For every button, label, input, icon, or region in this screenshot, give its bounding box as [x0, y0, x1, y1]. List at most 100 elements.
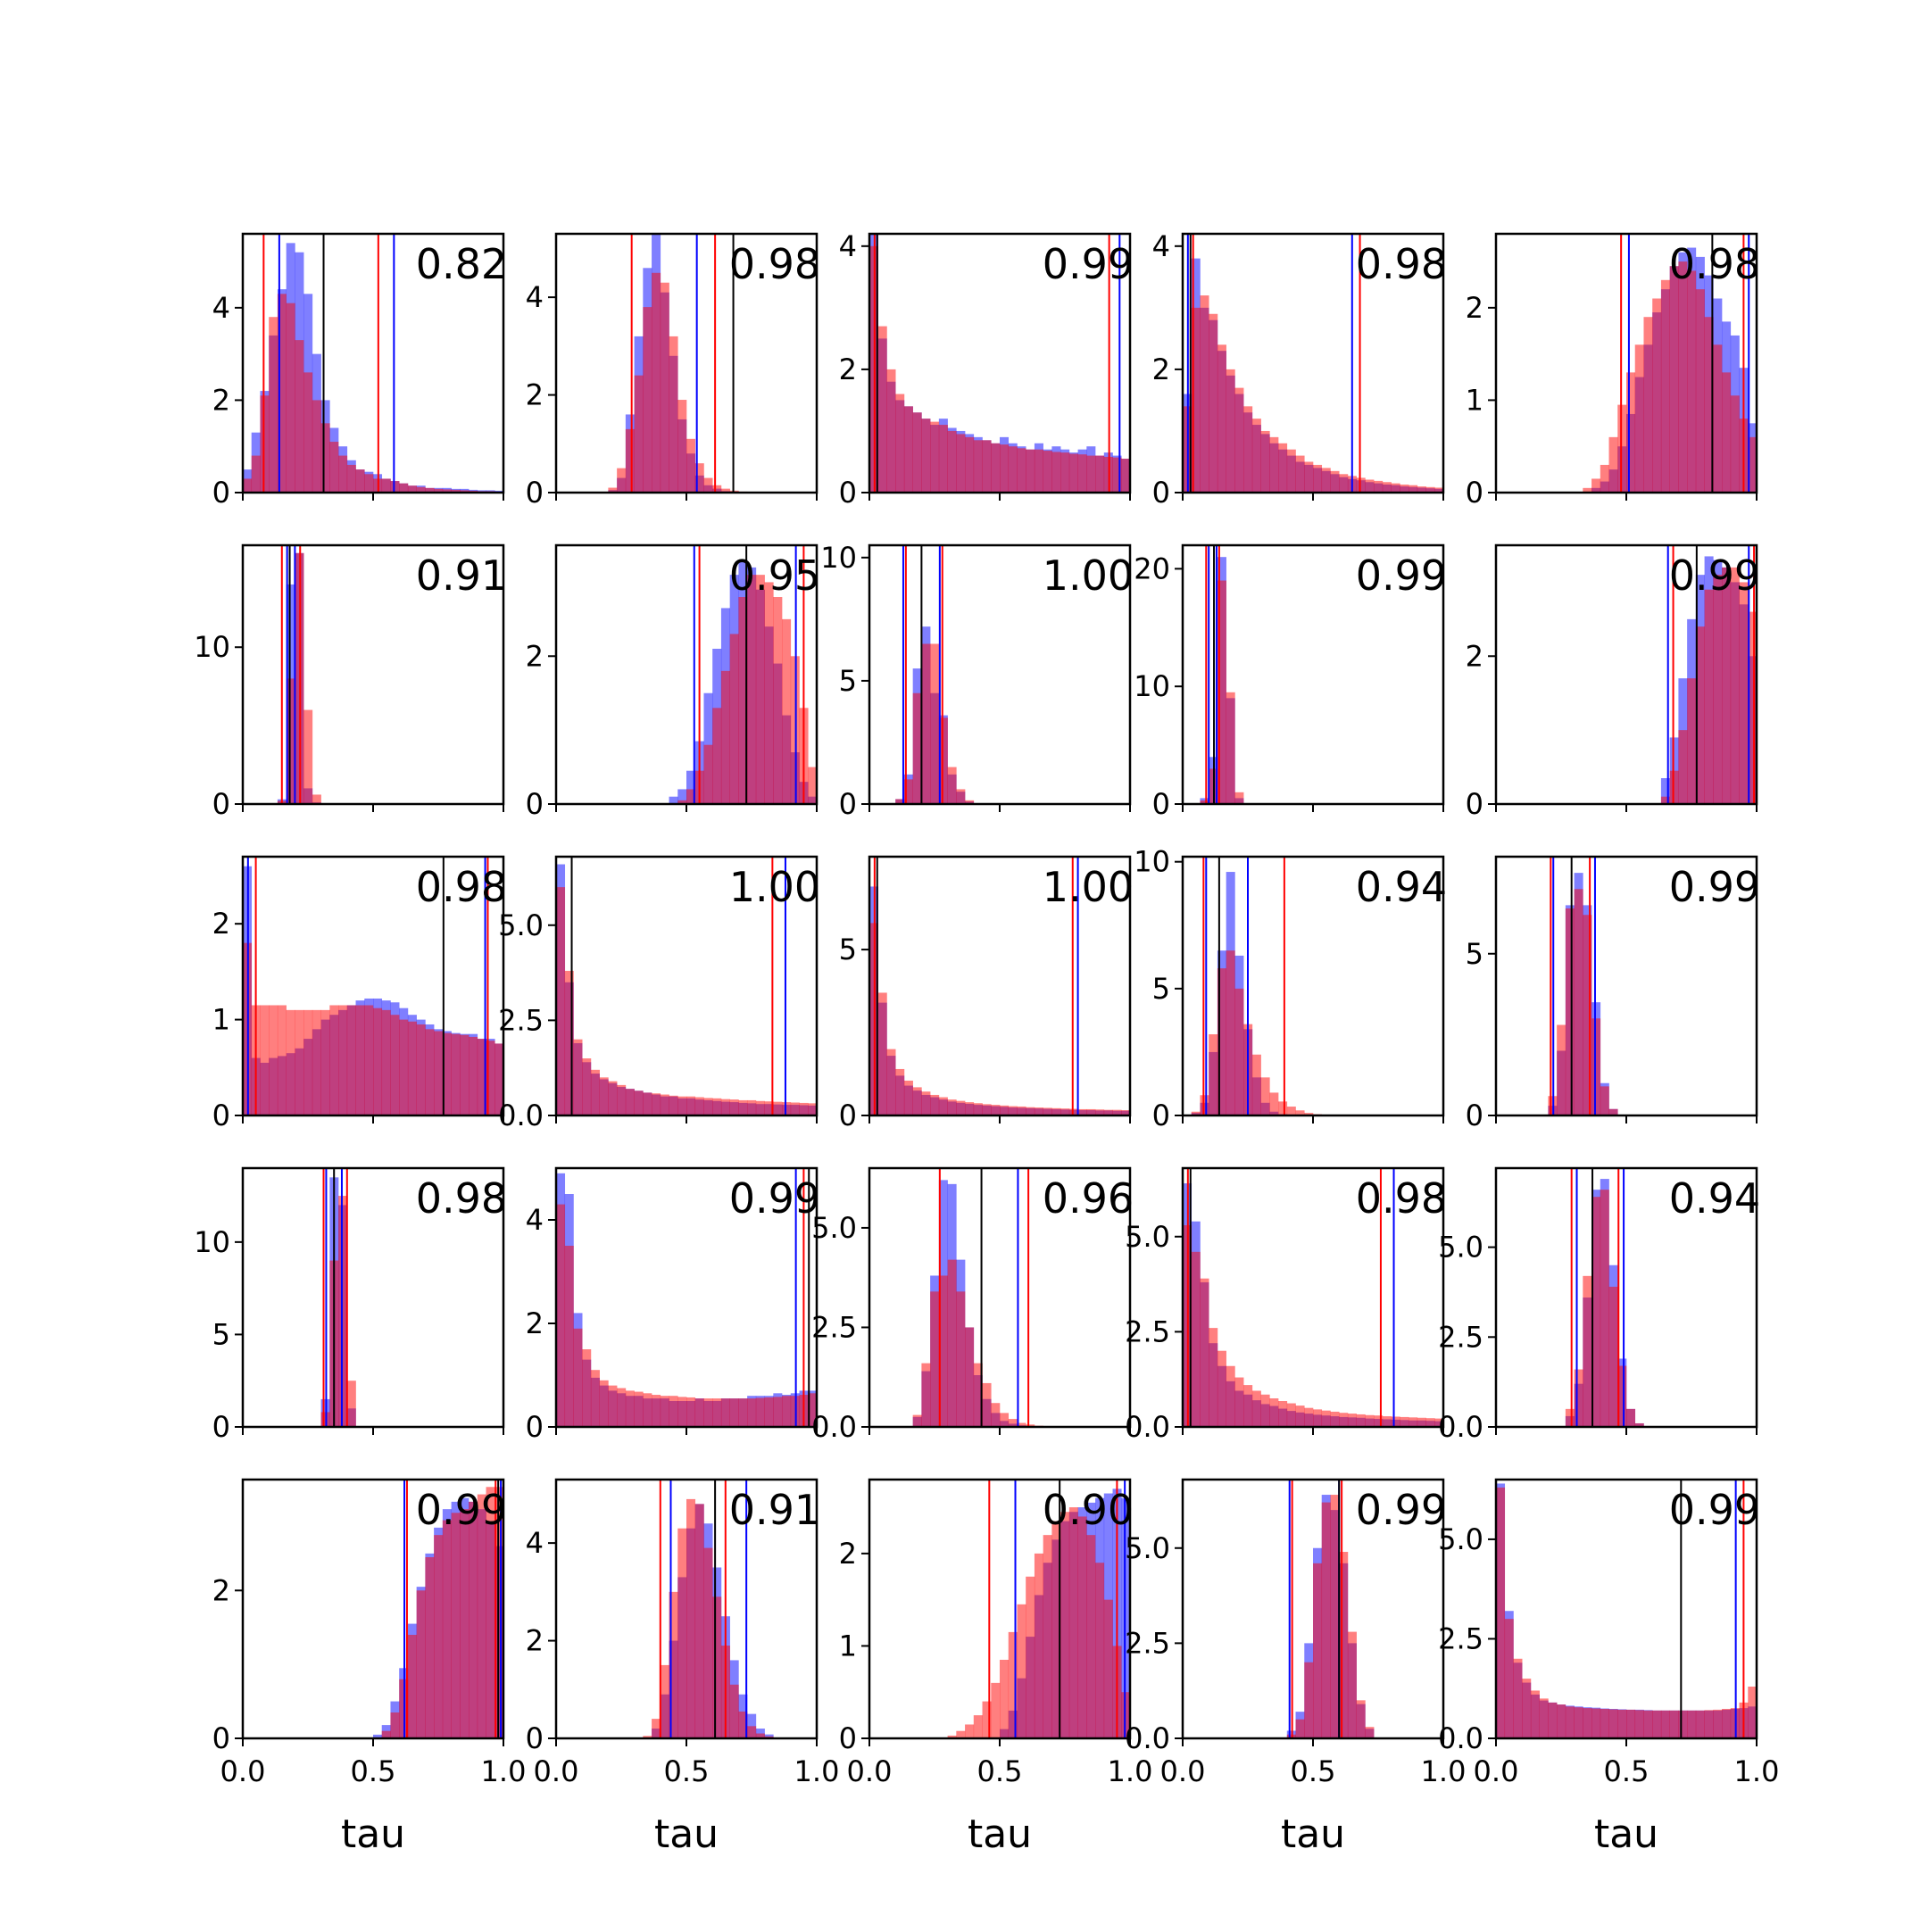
- red-histogram-bar: [373, 1007, 383, 1115]
- red-histogram-bar: [930, 421, 940, 493]
- red-histogram-bar: [1304, 461, 1314, 493]
- red-histogram-bar: [921, 1091, 931, 1115]
- red-histogram-bar: [694, 1398, 704, 1427]
- red-histogram-bar: [1304, 1113, 1314, 1115]
- red-histogram-bar: [973, 440, 983, 493]
- y-tick-label: 0: [839, 476, 857, 510]
- x-tick-label: 1.0: [1108, 1754, 1153, 1788]
- red-histogram-bar: [790, 1102, 800, 1115]
- red-histogram-bar: [1321, 1410, 1331, 1427]
- red-histogram-bar: [1008, 1419, 1018, 1427]
- red-histogram-bar: [1583, 487, 1592, 493]
- red-histogram-bar: [1112, 1109, 1122, 1115]
- panel-value-label: 1.00: [1043, 863, 1134, 911]
- red-histogram-bar: [694, 1504, 704, 1738]
- red-histogram-bar: [434, 1535, 444, 1738]
- panel-3-4: 0 5 10 0.94: [1134, 845, 1447, 1132]
- red-histogram-bar: [1591, 1018, 1601, 1115]
- red-histogram-bar: [1321, 468, 1331, 493]
- red-histogram-bar: [1565, 1706, 1575, 1738]
- red-histogram-bar: [729, 1398, 739, 1427]
- red-histogram-bar: [1748, 611, 1758, 804]
- red-histogram-bar: [1077, 1108, 1087, 1115]
- red-histogram-bar: [1234, 988, 1244, 1115]
- red-histogram-bar: [617, 1084, 627, 1115]
- red-histogram-bar: [590, 1370, 600, 1427]
- red-histogram-bar: [286, 303, 295, 493]
- red-histogram-bar: [1400, 1416, 1409, 1427]
- red-histogram-bar: [469, 1501, 478, 1738]
- red-histogram-bar: [1652, 1710, 1662, 1738]
- panel-3-3: 051.00: [839, 855, 1134, 1132]
- red-histogram-bar: [1530, 1690, 1540, 1738]
- red-histogram-bar: [1652, 298, 1662, 493]
- panel-value-label: 0.94: [1669, 1174, 1760, 1223]
- red-histogram-bar: [1522, 1679, 1532, 1738]
- red-histogram-bar: [965, 1102, 975, 1115]
- red-histogram-bar: [764, 1397, 774, 1427]
- red-histogram-bar: [460, 1509, 470, 1738]
- red-histogram-bar: [1103, 1109, 1113, 1115]
- red-histogram-bar: [407, 1635, 417, 1738]
- red-histogram-bar: [260, 1005, 270, 1115]
- red-histogram-bar: [1382, 482, 1392, 493]
- red-histogram-bar: [1295, 1405, 1305, 1427]
- red-histogram-bar: [355, 469, 365, 493]
- panel-4-4: 0.0 2.5 5.0 0.98: [1125, 1166, 1447, 1444]
- red-histogram-bar: [442, 1520, 452, 1738]
- y-tick-label: 0: [1152, 1099, 1170, 1132]
- red-histogram-bar: [390, 1712, 400, 1738]
- red-histogram-bar: [1209, 313, 1218, 493]
- red-histogram-bar: [625, 1089, 635, 1115]
- red-histogram-bar: [973, 1103, 983, 1115]
- red-histogram-bar: [1748, 1687, 1758, 1738]
- y-tick-label: 1: [1466, 383, 1483, 417]
- panel-value-label: 0.99: [416, 1486, 507, 1534]
- red-histogram-bar: [1286, 1403, 1296, 1427]
- red-histogram-bar: [1565, 908, 1575, 1115]
- red-histogram-bar: [1608, 1108, 1618, 1115]
- red-histogram-bar: [755, 1100, 765, 1115]
- red-histogram-bar: [425, 1029, 435, 1115]
- red-histogram-bar: [416, 1024, 426, 1115]
- red-histogram-bar: [903, 1080, 913, 1115]
- red-histogram-bar: [764, 582, 774, 804]
- panel-value-label: 0.98: [416, 863, 507, 911]
- red-histogram-bar: [1626, 1408, 1636, 1427]
- red-histogram-bar: [660, 1094, 669, 1115]
- red-histogram-bar: [1243, 1385, 1253, 1427]
- y-tick-label: 5: [1152, 972, 1170, 1006]
- red-histogram-bar: [1191, 1251, 1201, 1427]
- red-histogram-bar: [686, 1397, 696, 1427]
- red-histogram-bar: [1060, 452, 1070, 493]
- x-axis-title: tau: [654, 1812, 719, 1857]
- red-histogram-bar: [1722, 567, 1732, 804]
- red-histogram-bar: [965, 800, 975, 804]
- y-tick-label: 0.0: [1438, 1410, 1483, 1444]
- red-histogram-bar: [442, 489, 452, 493]
- panel-value-label: 0.98: [729, 240, 820, 288]
- red-histogram-bar: [747, 1398, 757, 1427]
- x-tick-label: 0.0: [220, 1754, 266, 1788]
- red-histogram-bar: [1669, 770, 1679, 804]
- red-histogram-bar: [1434, 487, 1444, 493]
- red-histogram-bar: [1260, 1394, 1270, 1427]
- red-histogram-bar: [590, 1069, 600, 1115]
- red-histogram-bar: [1347, 1414, 1357, 1427]
- red-histogram-bar: [416, 1590, 426, 1738]
- red-histogram-bar: [1234, 387, 1244, 493]
- red-histogram-bar: [747, 575, 757, 804]
- red-histogram-bar: [720, 670, 730, 804]
- red-histogram-bar: [1086, 455, 1096, 493]
- red-histogram-bar: [773, 1101, 783, 1115]
- red-histogram-bar: [808, 1103, 818, 1115]
- red-histogram-bar: [1043, 451, 1052, 493]
- red-histogram-bar: [1565, 1408, 1575, 1427]
- panel-2-3: 0 5 10 1.00: [820, 541, 1134, 821]
- x-axis-title: tau: [968, 1812, 1032, 1857]
- red-histogram-bar: [956, 1100, 966, 1115]
- red-histogram-bar: [1077, 1516, 1087, 1738]
- x-tick-label: 0.5: [664, 1754, 710, 1788]
- panel-4-1: 0 5 10 0.98: [194, 1166, 507, 1444]
